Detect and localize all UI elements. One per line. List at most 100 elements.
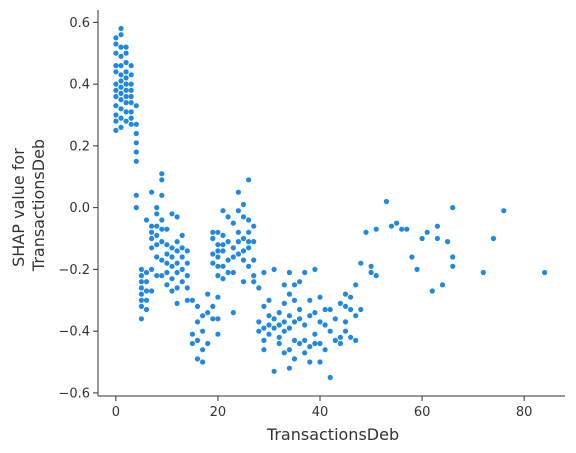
- scatter-point: [164, 251, 170, 257]
- scatter-point: [210, 260, 216, 266]
- scatter-point: [261, 269, 267, 276]
- scatter-point: [240, 279, 247, 285]
- scatter-point: [205, 291, 211, 297]
- scatter-point: [230, 254, 236, 260]
- scatter-point: [312, 266, 318, 272]
- scatter-point: [123, 75, 129, 81]
- scatter-point: [128, 63, 134, 69]
- scatter-point: [297, 306, 303, 313]
- scatter-point: [215, 242, 221, 248]
- scatter-point: [358, 306, 364, 313]
- scatter-point: [399, 226, 405, 232]
- y-axis-title-line-2: TransactionsDeb: [29, 139, 48, 272]
- scatter-point: [128, 109, 134, 115]
- scatter-point: [450, 254, 456, 260]
- scatter-point: [276, 310, 282, 316]
- scatter-point: [240, 248, 247, 254]
- scatter-point: [133, 130, 139, 137]
- x-ticks: 0 20 40 60 80: [112, 396, 533, 420]
- scatter-point: [194, 356, 201, 362]
- scatter-point: [445, 239, 451, 245]
- scatter-point: [210, 235, 216, 242]
- scatter-point: [225, 239, 231, 245]
- scatter-point: [251, 273, 257, 279]
- scatter-point: [353, 337, 359, 343]
- scatter-point: [307, 313, 313, 319]
- scatter-point: [149, 223, 155, 229]
- scatter-point: [220, 263, 226, 269]
- scatter-point: [154, 232, 160, 238]
- x-tick-label: 80: [516, 405, 533, 420]
- scatter-point: [169, 254, 175, 260]
- scatter-point: [450, 205, 456, 211]
- scatter-point: [159, 273, 165, 279]
- scatter-point: [174, 239, 180, 245]
- scatter-point: [159, 239, 165, 245]
- scatter-point: [113, 87, 119, 93]
- scatter-point: [164, 226, 170, 232]
- scatter-point: [225, 257, 231, 263]
- scatter-point: [133, 192, 139, 198]
- scatter-point: [184, 260, 190, 266]
- scatter-point: [281, 350, 287, 356]
- scatter-point: [368, 269, 374, 276]
- scatter-point: [210, 251, 216, 257]
- scatter-point: [409, 254, 415, 260]
- scatter-point: [113, 41, 119, 47]
- scatter-point: [194, 337, 201, 343]
- scatter-point: [342, 328, 349, 334]
- scatter-point: [394, 220, 400, 226]
- scatter-point: [194, 319, 201, 325]
- scatter-point: [256, 328, 262, 334]
- scatter-point: [388, 223, 395, 229]
- scatter-point: [113, 103, 119, 109]
- scatter-point: [302, 337, 308, 343]
- scatter-point: [271, 266, 277, 272]
- scatter-point: [490, 235, 497, 242]
- scatter-point: [220, 232, 226, 238]
- scatter-point: [291, 319, 298, 325]
- scatter-point: [271, 368, 277, 374]
- scatter-point: [261, 337, 267, 343]
- scatter-point: [266, 297, 272, 303]
- scatter-point: [348, 294, 354, 300]
- scatter-point: [373, 226, 379, 232]
- scatter-point: [159, 217, 165, 223]
- scatter-point: [235, 208, 241, 214]
- scatter-point: [429, 288, 435, 294]
- scatter-point: [123, 44, 129, 50]
- scatter-point: [113, 63, 119, 69]
- scatter-point: [276, 334, 282, 340]
- scatter-point: [322, 322, 328, 328]
- scatter-point: [118, 84, 124, 90]
- scatter-point: [235, 251, 241, 257]
- scatter-point: [261, 325, 267, 331]
- scatter-point: [138, 285, 144, 291]
- scatter-point: [164, 260, 170, 266]
- scatter-point: [118, 25, 124, 32]
- scatter-point: [143, 288, 150, 294]
- scatter-point: [317, 294, 323, 300]
- y-tick-label: 0.2: [69, 139, 90, 154]
- scatter-point: [414, 266, 420, 272]
- scatter-point: [317, 319, 323, 325]
- scatter-point: [297, 340, 303, 347]
- scatter-point: [113, 118, 119, 124]
- scatter-point: [205, 340, 211, 347]
- scatter-point: [113, 69, 119, 75]
- scatter-point: [322, 347, 328, 353]
- scatter-point: [149, 266, 155, 272]
- scatter-point: [261, 303, 267, 309]
- scatter-point: [138, 273, 144, 279]
- scatter-point: [240, 257, 247, 263]
- scatter-point: [143, 297, 150, 303]
- scatter-point: [149, 189, 155, 195]
- x-tick-label: 60: [414, 405, 431, 420]
- scatter-point: [210, 229, 216, 235]
- scatter-point: [133, 140, 139, 146]
- scatter-point: [220, 208, 226, 214]
- scatter-point: [271, 325, 277, 331]
- scatter-point: [118, 78, 124, 84]
- scatter-point: [317, 359, 323, 365]
